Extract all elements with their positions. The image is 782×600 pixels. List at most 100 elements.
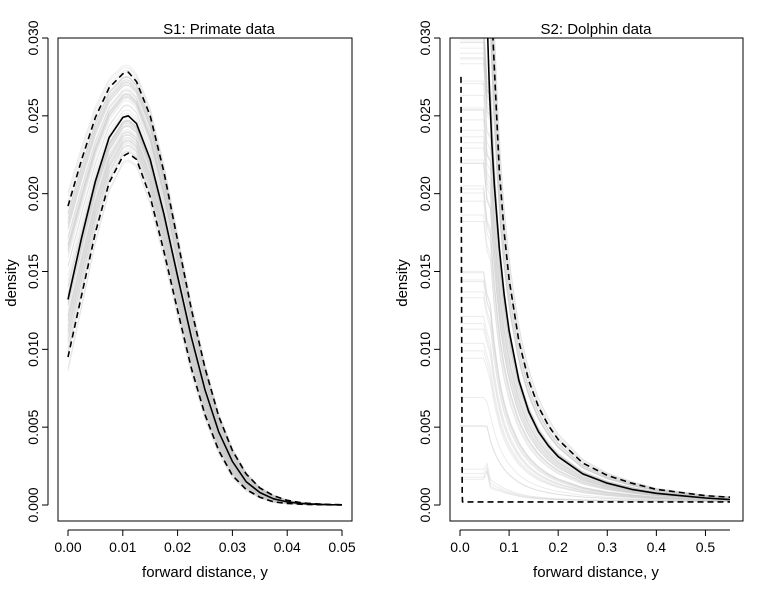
posterior-draw-line bbox=[460, 279, 731, 501]
posterior-draw-line bbox=[67, 89, 343, 506]
upper-bound-line bbox=[492, 38, 731, 498]
posterior-draw-line bbox=[460, 200, 731, 500]
y-tick-label: 0.015 bbox=[417, 254, 433, 289]
posterior-draw-line bbox=[491, 38, 731, 498]
y-tick-label: 0.000 bbox=[417, 487, 433, 522]
lower-bound-line bbox=[460, 76, 730, 503]
posterior-draw-line bbox=[490, 38, 731, 499]
panel-primate: S1: Primate data 0.00 0.01 0.02 0.03 0.04 0.0… bbox=[3, 20, 356, 581]
posterior-draw-line bbox=[67, 128, 342, 506]
posterior-draw-line bbox=[67, 132, 342, 506]
x-tick-label: 0.02 bbox=[164, 539, 191, 555]
posterior-draw-line bbox=[460, 63, 731, 499]
x-tick-label: 0.04 bbox=[274, 539, 301, 555]
posterior-draw-line bbox=[460, 281, 730, 501]
posterior-draw-line bbox=[460, 342, 731, 501]
draws-layer bbox=[460, 38, 731, 502]
posterior-draw-line bbox=[67, 66, 343, 506]
posterior-draw-line bbox=[460, 328, 731, 501]
posterior-draw-line bbox=[491, 38, 731, 498]
y-axis: 0.000 0.005 0.010 0.015 0.020 0.025 0.030 bbox=[25, 20, 49, 523]
posterior-draw-line bbox=[67, 140, 342, 506]
posterior-draw-line bbox=[460, 397, 731, 502]
x-tick-label: 0.2 bbox=[548, 539, 568, 555]
posterior-draw-line bbox=[67, 152, 342, 506]
y-tick-label: 0.005 bbox=[25, 409, 41, 444]
x-tick-label: 0.4 bbox=[647, 539, 667, 555]
posterior-draw-line bbox=[67, 139, 342, 506]
upper-bound-line bbox=[67, 71, 343, 506]
x-axis-label: forward distance, y bbox=[142, 564, 268, 581]
lower-bound-line bbox=[67, 152, 343, 506]
posterior-draw-line bbox=[494, 38, 731, 498]
posterior-draw-line bbox=[460, 188, 731, 500]
posterior-draw-line bbox=[460, 192, 731, 500]
posterior-draw-line bbox=[460, 465, 730, 502]
y-axis-label: density bbox=[394, 259, 411, 307]
posterior-draw-line bbox=[460, 214, 731, 501]
posterior-draw-line bbox=[460, 323, 730, 501]
series-layer bbox=[460, 38, 731, 503]
y-tick-label: 0.015 bbox=[25, 254, 41, 289]
posterior-draw-line bbox=[494, 38, 731, 498]
y-tick-label: 0.000 bbox=[25, 487, 41, 522]
draws-layer bbox=[67, 64, 343, 506]
posterior-draw-line bbox=[67, 151, 343, 506]
posterior-draw-line bbox=[67, 146, 343, 506]
plot-frame bbox=[57, 37, 353, 522]
x-tick-label: 0.3 bbox=[598, 539, 618, 555]
posterior-draw-line bbox=[490, 38, 731, 499]
posterior-draw-line bbox=[460, 272, 731, 501]
y-axis: 0.000 0.005 0.010 0.015 0.020 0.025 0.030 bbox=[417, 20, 441, 523]
posterior-draw-line bbox=[460, 52, 731, 499]
x-tick-label: 0.05 bbox=[328, 539, 355, 555]
y-tick-label: 0.030 bbox=[417, 20, 433, 55]
posterior-draw-line bbox=[490, 38, 731, 499]
posterior-draw-line bbox=[67, 76, 343, 506]
posterior-draw-line bbox=[490, 38, 731, 499]
y-tick-label: 0.020 bbox=[417, 176, 433, 211]
x-tick-label: 0.01 bbox=[109, 539, 136, 555]
x-axis: 0.00 0.01 0.02 0.03 0.04 0.05 bbox=[54, 529, 356, 555]
posterior-draw-line bbox=[460, 221, 731, 501]
posterior-draw-line bbox=[67, 145, 343, 506]
posterior-draw-line bbox=[67, 150, 343, 506]
posterior-draw-line bbox=[67, 76, 343, 506]
chart-title: S2: Dolphin data bbox=[541, 21, 653, 38]
x-tick-label: 0.0 bbox=[450, 539, 470, 555]
chart-title: S1: Primate data bbox=[163, 21, 275, 38]
y-tick-label: 0.010 bbox=[417, 332, 433, 367]
posterior-draw-line bbox=[460, 162, 731, 500]
posterior-draw-line bbox=[460, 357, 731, 502]
x-tick-label: 0.1 bbox=[499, 539, 519, 555]
posterior-draw-line bbox=[460, 271, 731, 501]
x-tick-label: 0.03 bbox=[219, 539, 246, 555]
posterior-draw-line bbox=[67, 140, 342, 506]
series-layer bbox=[67, 71, 343, 506]
panel-dolphin: S2: Dolphin data 0.0 0.1 0.2 0.3 0.4 0.5 0.00… bbox=[394, 20, 744, 581]
y-tick-label: 0.005 bbox=[417, 409, 433, 444]
posterior-draw-line bbox=[460, 185, 731, 500]
posterior-draw-line bbox=[67, 161, 342, 506]
y-tick-label: 0.025 bbox=[417, 98, 433, 133]
plot-frame bbox=[449, 37, 744, 522]
mean-curve-line bbox=[486, 38, 731, 501]
y-tick-label: 0.025 bbox=[25, 98, 41, 133]
posterior-draw-line bbox=[460, 315, 731, 501]
x-axis-label: forward distance, y bbox=[533, 564, 659, 581]
posterior-draw-line bbox=[67, 130, 342, 506]
posterior-draw-line bbox=[460, 425, 731, 502]
x-tick-label: 0.00 bbox=[54, 539, 81, 555]
posterior-draw-line bbox=[67, 76, 343, 506]
posterior-draw-line bbox=[490, 38, 731, 499]
posterior-draw-line bbox=[67, 131, 342, 506]
x-tick-label: 0.5 bbox=[696, 539, 716, 555]
posterior-draw-line bbox=[67, 159, 342, 506]
y-tick-label: 0.020 bbox=[25, 176, 41, 211]
posterior-draw-line bbox=[460, 425, 731, 502]
posterior-draw-line bbox=[493, 38, 731, 498]
posterior-draw-line bbox=[460, 462, 731, 502]
posterior-draw-line bbox=[460, 470, 730, 502]
posterior-draw-line bbox=[460, 350, 730, 501]
